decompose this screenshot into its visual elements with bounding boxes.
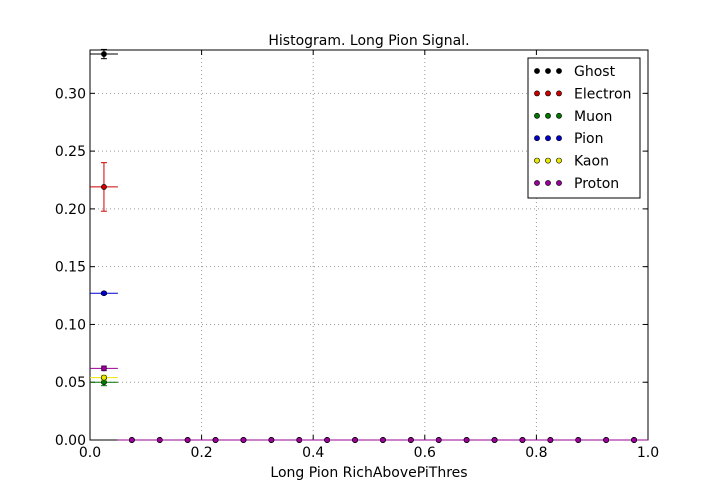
legend-marker xyxy=(534,135,540,142)
data-point xyxy=(268,437,275,443)
data-point xyxy=(128,437,135,443)
legend-label: Kaon xyxy=(574,154,609,170)
y-tick-label: 0.25 xyxy=(55,144,86,160)
data-point xyxy=(603,437,610,443)
legend-entry-muon: Muon xyxy=(534,109,612,125)
data-point xyxy=(491,437,498,443)
data-point xyxy=(101,184,107,190)
data-point xyxy=(380,437,386,443)
data-point xyxy=(101,51,107,57)
legend-marker xyxy=(545,68,551,74)
data-point xyxy=(184,437,191,443)
legend-marker xyxy=(545,157,551,164)
data-point xyxy=(156,437,163,443)
legend-marker xyxy=(556,112,562,119)
data-point xyxy=(324,437,331,443)
legend-marker xyxy=(545,112,551,119)
x-tick-label: 0.0 xyxy=(79,445,101,461)
legend-marker xyxy=(545,90,551,97)
data-point xyxy=(547,437,554,443)
data-point xyxy=(631,437,637,443)
legend-entry-proton: Proton xyxy=(534,176,619,192)
legend-marker xyxy=(534,180,540,186)
legend-label: Proton xyxy=(574,176,619,192)
legend-label: Electron xyxy=(574,86,631,102)
data-point xyxy=(407,437,414,443)
x-tick-label: 0.2 xyxy=(190,445,212,461)
y-tick-label: 0.30 xyxy=(55,86,86,102)
data-point xyxy=(435,437,442,443)
x-tick-label: 1.0 xyxy=(637,445,659,461)
data-point xyxy=(101,365,107,372)
x-tick-label: 0.6 xyxy=(414,445,436,461)
legend: Ghost Electron Muon Pion Kaon Proton xyxy=(527,57,641,199)
legend-marker xyxy=(534,68,540,74)
legend-entry-pion: Pion xyxy=(534,131,603,147)
legend-label: Ghost xyxy=(574,64,616,80)
legend-marker xyxy=(556,135,562,142)
data-point xyxy=(212,437,219,443)
legend-marker xyxy=(534,90,540,97)
legend-entry-ghost: Ghost xyxy=(534,64,616,80)
data-point xyxy=(575,437,582,443)
x-axis-label: Long Pion RichAbovePiThres xyxy=(270,465,467,481)
y-tick-label: 0.05 xyxy=(55,375,86,391)
legend-marker xyxy=(545,180,551,186)
legend-marker xyxy=(556,157,562,164)
legend-marker xyxy=(534,157,540,164)
data-point xyxy=(352,437,358,443)
y-tick-label: 0.10 xyxy=(55,317,86,333)
legend-entry-electron: Electron xyxy=(534,86,631,102)
legend-marker xyxy=(556,90,562,97)
legend-entry-kaon: Kaon xyxy=(534,154,609,170)
legend-box xyxy=(527,57,641,199)
series-proton xyxy=(90,365,648,443)
plot-area: 0.0 0.2 0.4 0.6 0.8 1.0 0.00 0.05 0.10 0.15 0.20 0.… xyxy=(55,48,659,461)
legend-marker xyxy=(534,112,540,119)
y-tick-label: 0.15 xyxy=(55,260,86,276)
y-tick-label: 0.20 xyxy=(55,202,86,218)
data-point xyxy=(240,437,247,443)
data-point xyxy=(519,437,526,443)
x-tick-label: 0.8 xyxy=(525,445,547,461)
data-point xyxy=(101,374,107,381)
data-point xyxy=(101,290,107,297)
data-point xyxy=(296,437,303,443)
y-tick-label: 0.00 xyxy=(55,433,86,449)
legend-marker xyxy=(545,135,551,142)
legend-marker xyxy=(556,180,562,186)
chart-title: Histogram. Long Pion Signal. xyxy=(268,33,469,49)
legend-marker xyxy=(556,68,562,74)
data-point xyxy=(463,437,470,443)
legend-label: Muon xyxy=(574,109,612,125)
x-tick-label: 0.4 xyxy=(302,445,324,461)
legend-label: Pion xyxy=(574,131,603,147)
